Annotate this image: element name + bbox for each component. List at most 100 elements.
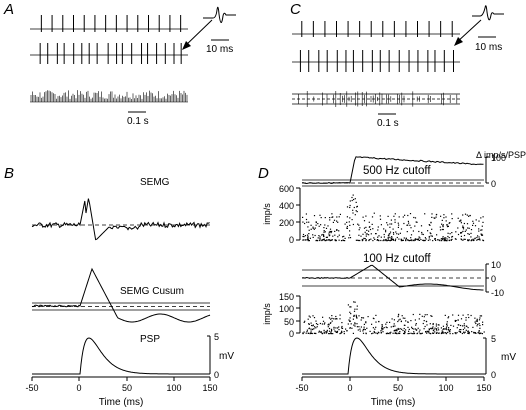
raster-point — [314, 332, 316, 334]
raster-point — [404, 324, 406, 326]
raster-point — [438, 329, 440, 331]
raster-point — [342, 239, 344, 242]
raster-point — [442, 325, 444, 327]
raster-point — [428, 237, 430, 239]
raster-point — [442, 236, 444, 238]
raster-point — [399, 331, 401, 333]
raster-point — [359, 330, 361, 332]
raster-point — [324, 217, 326, 219]
raster-point — [476, 236, 478, 239]
raster-point — [394, 240, 396, 242]
raster-point — [446, 329, 448, 331]
raster-point — [305, 332, 307, 334]
raster-point — [375, 314, 377, 316]
raster-point — [313, 215, 316, 217]
raster-point — [346, 221, 348, 223]
raster-point — [380, 236, 382, 238]
raster-point — [336, 229, 338, 231]
raster-point — [400, 320, 402, 322]
raster-point — [323, 235, 325, 237]
raster-point — [412, 313, 414, 316]
raster-point — [358, 239, 360, 242]
raster-point — [380, 224, 382, 226]
raster-point — [313, 328, 315, 330]
panel-d-top-cusum-tick: 100 — [491, 153, 506, 163]
raster-point — [331, 315, 333, 317]
raster-point — [418, 239, 420, 241]
raster-point — [315, 327, 317, 329]
raster-point — [462, 228, 465, 230]
raster-point — [405, 320, 407, 322]
raster-point — [381, 328, 383, 330]
raster-point — [441, 223, 443, 225]
raster-point — [361, 240, 363, 242]
raster-point — [386, 327, 388, 329]
raster-point — [420, 333, 422, 335]
raster-point — [329, 230, 331, 233]
raster-point — [351, 219, 353, 221]
raster-point — [373, 330, 375, 333]
raster-point — [432, 240, 434, 242]
raster-point — [384, 239, 386, 242]
raster-point — [365, 322, 367, 324]
raster-point — [481, 234, 484, 236]
raster-point — [417, 327, 419, 329]
raster-point — [416, 332, 419, 334]
panel-b-x-tick: 50 — [122, 383, 132, 393]
raster-point — [465, 319, 467, 321]
raster-point — [330, 331, 332, 333]
raster-point — [315, 323, 318, 325]
raster-point — [323, 332, 325, 334]
raster-point — [344, 240, 346, 242]
raster-point — [323, 238, 325, 240]
raster-point — [323, 227, 325, 229]
raster-point — [414, 217, 417, 219]
raster-point — [356, 316, 358, 318]
raster-point — [346, 330, 348, 332]
raster-point — [440, 215, 442, 217]
raster-point — [360, 326, 362, 328]
raster-point — [323, 231, 325, 233]
raster-point — [362, 216, 364, 218]
raster-point — [447, 331, 449, 333]
raster-point — [463, 323, 465, 325]
raster-point — [368, 234, 370, 236]
raster-point — [445, 333, 448, 335]
raster-point — [353, 314, 355, 316]
raster-point — [405, 239, 407, 241]
raster-point — [304, 320, 306, 322]
raster-point — [481, 333, 483, 335]
raster-point — [457, 314, 460, 316]
raster-point — [474, 321, 476, 323]
raster-point — [444, 328, 446, 330]
raster-point — [375, 321, 377, 323]
panel-b-x-axis-label: Time (ms) — [99, 397, 144, 408]
raster-point — [355, 315, 357, 318]
raster-point — [320, 331, 322, 333]
raster-point — [330, 239, 332, 241]
raster-point — [441, 228, 443, 231]
raster-point — [476, 320, 478, 322]
raster-point — [349, 234, 351, 236]
raster-point — [353, 206, 355, 209]
panel-b-cusum-label: SEMG Cusum — [120, 286, 184, 297]
raster-point — [388, 233, 390, 235]
raster-point — [396, 328, 398, 330]
raster-point — [415, 324, 417, 326]
raster-point — [320, 224, 322, 226]
raster-point — [435, 323, 437, 325]
raster-point — [435, 329, 437, 331]
raster-point — [434, 217, 436, 219]
raster-point — [356, 305, 358, 307]
raster-point — [385, 323, 387, 325]
raster-point — [405, 237, 407, 239]
raster-point — [324, 224, 326, 226]
raster-point — [472, 222, 475, 224]
raster-point — [481, 225, 483, 227]
raster-point — [318, 235, 320, 237]
raster-point — [356, 308, 358, 310]
raster-point — [330, 328, 333, 330]
raster-point — [333, 328, 335, 330]
raster-point — [479, 238, 481, 240]
panel-d-top-raster — [302, 194, 485, 242]
